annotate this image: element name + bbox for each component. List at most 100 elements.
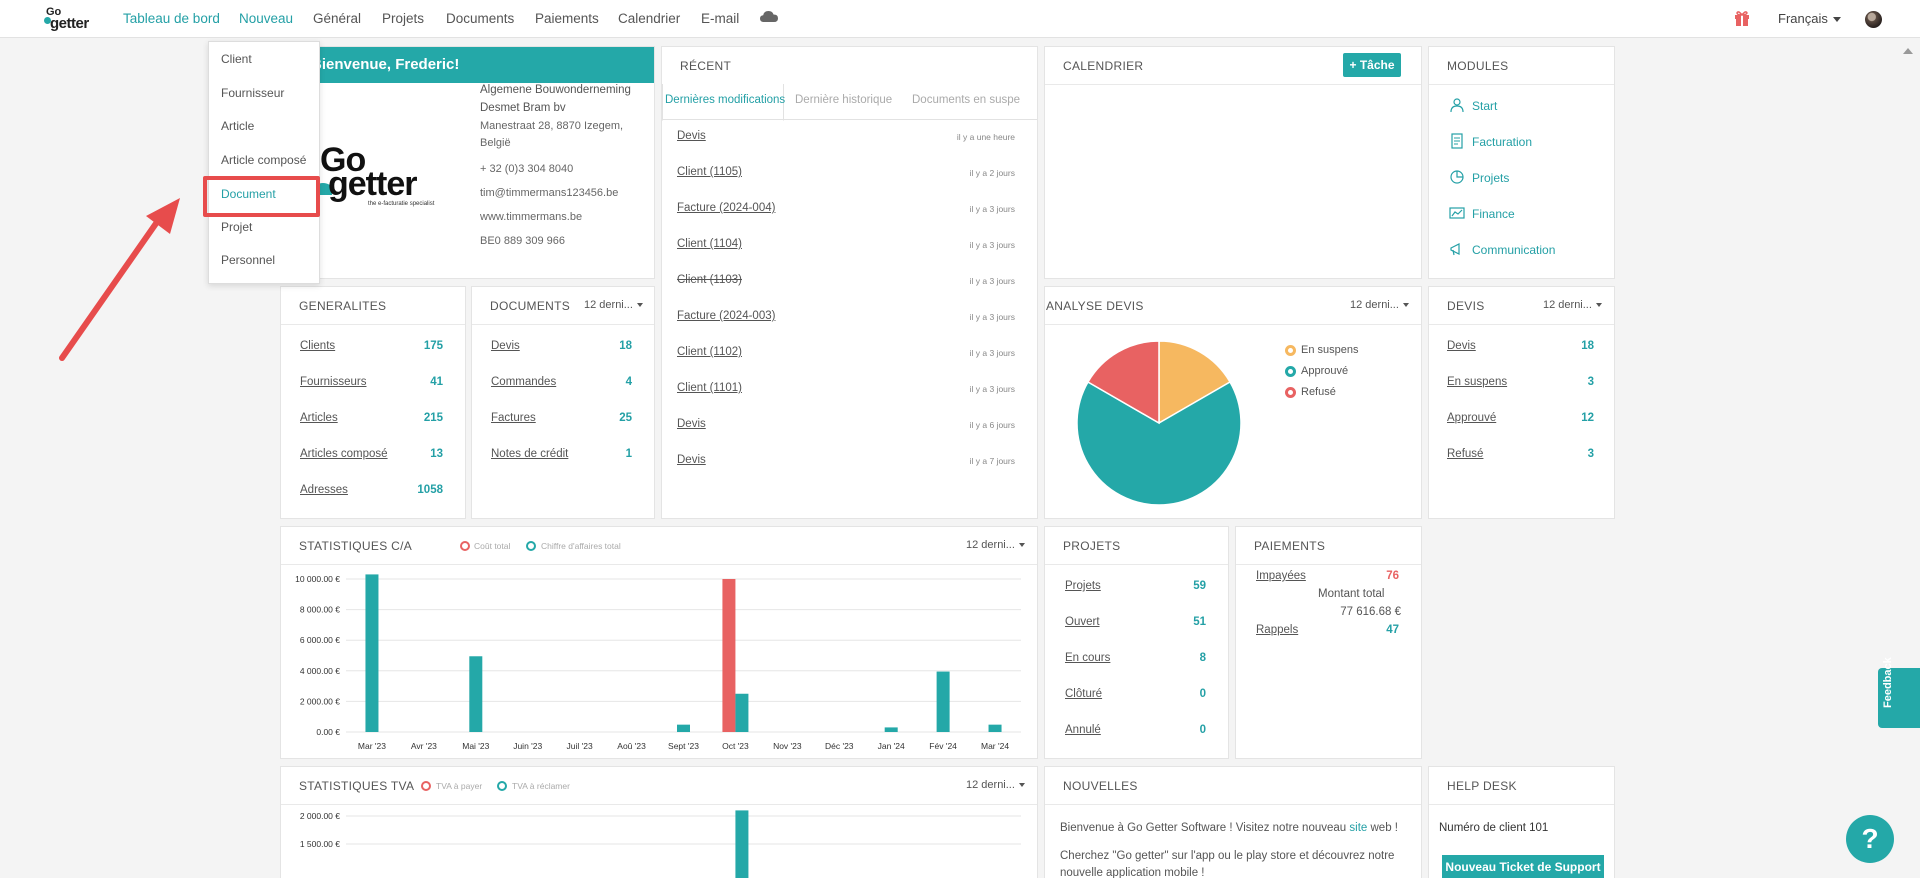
menu-item-article-compose[interactable]: Article composé (221, 153, 307, 167)
nav-paiements[interactable]: Paiements (535, 11, 599, 26)
legend-tva-reclamer-label: TVA à réclamer (512, 781, 570, 791)
menu-item-projet[interactable]: Projet (221, 220, 253, 234)
bar-chiffre (677, 724, 690, 732)
scroll-up-icon[interactable] (1903, 48, 1913, 54)
stat-row-label[interactable]: Factures (491, 412, 536, 424)
paiements-title: PAIEMENTS (1254, 539, 1326, 553)
recent-item[interactable]: Devis (677, 418, 706, 430)
highlight-box (203, 176, 320, 217)
legend-ca-label: Chiffre d'affaires total (541, 541, 621, 551)
recent-item[interactable]: Devis (677, 454, 706, 466)
language-selector[interactable]: Français (1778, 11, 1841, 26)
stat-tva-period-select[interactable]: 12 derni... (966, 779, 1025, 791)
stat-row-value: 1 (625, 448, 632, 460)
devis-card: DEVIS 12 derni... Devis 18 En suspens 3 … (1428, 286, 1615, 519)
tab-documents-en-suspens[interactable]: Documents en suspe (912, 94, 1021, 106)
stat-row-label[interactable]: Approuvé (1447, 412, 1497, 424)
tab-dernieres-modifications[interactable]: Dernières modifications (665, 94, 786, 106)
stat-row-label[interactable]: Articles composé (300, 448, 388, 460)
menu-item-fournisseur[interactable]: Fournisseur (221, 86, 285, 100)
legend-tva-payer-label: TVA à payer (436, 781, 483, 791)
recent-item[interactable]: Client (1103) (677, 274, 742, 286)
legend-cout-dot (460, 541, 470, 551)
stat-row-label[interactable]: Commandes (491, 376, 557, 388)
stat-ca-period-select[interactable]: 12 derni... (966, 539, 1025, 551)
stat-row-label[interactable]: Clients (300, 340, 336, 352)
stat-row-label[interactable]: Clôturé (1065, 688, 1103, 700)
x-tick-label: Sept '23 (668, 741, 699, 751)
documents-card: DOCUMENTS 12 derni... Devis 18 Commandes… (471, 286, 655, 519)
x-tick-label: Aoû '23 (617, 741, 646, 751)
company-address-line2: België (480, 137, 511, 149)
nav-nouveau[interactable]: Nouveau (239, 11, 294, 26)
analyse-devis-pie-chart (1076, 340, 1242, 506)
stat-row-label[interactable]: Annulé (1065, 724, 1101, 736)
welcome-title: Bienvenue, Frederic! (281, 47, 654, 83)
stat-row-label[interactable]: En suspens (1447, 376, 1508, 388)
devis-period-select[interactable]: 12 derni... (1543, 299, 1602, 311)
bar-chiffre (365, 574, 379, 732)
analyse-period-select[interactable]: 12 derni... (1350, 299, 1409, 311)
avatar[interactable] (1865, 11, 1882, 28)
nav-tableau-de-bord[interactable]: Tableau de bord (123, 11, 220, 26)
menu-item-document[interactable]: Document (221, 187, 276, 201)
legend-en-suspens-dot (1285, 345, 1296, 356)
recent-item[interactable]: Facture (2024-003) (677, 310, 776, 322)
menu-item-article[interactable]: Article (221, 119, 255, 133)
recent-title: RÉCENT (680, 59, 732, 73)
stat-row-value: 59 (1193, 580, 1206, 592)
help-button[interactable]: ? (1846, 815, 1894, 863)
site-link[interactable]: site (1349, 822, 1368, 834)
helpdesk-title: HELP DESK (1447, 779, 1517, 793)
gift-icon[interactable] (1734, 10, 1750, 26)
nouveau-dropdown-menu: Client Fournisseur Article Article compo… (208, 41, 320, 284)
stat-row-label[interactable]: Devis (1447, 340, 1476, 352)
app-logo[interactable]: Go getter (44, 7, 102, 31)
stat-row-label[interactable]: En cours (1065, 652, 1111, 664)
rappels-label[interactable]: Rappels (1256, 624, 1299, 636)
modules-title: MODULES (1447, 59, 1509, 73)
impayees-label[interactable]: Impayées (1256, 570, 1306, 582)
nav-calendrier[interactable]: Calendrier (618, 11, 681, 26)
stat-row-label[interactable]: Adresses (300, 484, 348, 496)
x-tick-label: Nov '23 (773, 741, 802, 751)
megaphone-icon (1450, 243, 1460, 256)
nav-general[interactable]: Général (313, 11, 362, 26)
stat-row-label[interactable]: Ouvert (1065, 616, 1100, 628)
stat-row-label[interactable]: Articles (300, 412, 338, 424)
stat-row-label[interactable]: Projets (1065, 580, 1101, 592)
stat-row-label[interactable]: Devis (491, 340, 520, 352)
logo-go: Go (46, 6, 62, 18)
invoice-icon (1451, 133, 1463, 149)
nav-projets[interactable]: Projets (382, 11, 425, 26)
recent-item[interactable]: Facture (2024-004) (677, 202, 776, 214)
tab-derniere-historique[interactable]: Dernière historique (795, 94, 893, 106)
stat-row-label[interactable]: Fournisseurs (300, 376, 367, 388)
documents-period-select[interactable]: 12 derni... (584, 299, 643, 311)
recent-item[interactable]: Client (1102) (677, 346, 742, 358)
recent-item[interactable]: Client (1101) (677, 382, 742, 394)
nav-email[interactable]: E-mail (701, 11, 740, 26)
feedback-tab[interactable]: Feedback (1878, 657, 1920, 728)
period-label: 12 derni... (966, 539, 1015, 551)
add-task-button[interactable]: + Tâche (1343, 53, 1401, 77)
nav-documents[interactable]: Documents (446, 11, 515, 26)
new-support-ticket-button[interactable]: Nouveau Ticket de Support (1442, 855, 1604, 878)
stat-row-label[interactable]: Refusé (1447, 448, 1484, 460)
devis-title: DEVIS (1447, 299, 1485, 313)
stat-row-value: 12 (1581, 412, 1594, 424)
recent-item[interactable]: Devis (677, 130, 706, 142)
x-tick-label: Fév '24 (929, 741, 957, 751)
recent-item[interactable]: Client (1105) (677, 166, 742, 178)
stat-row-value: 0 (1199, 724, 1206, 736)
bar-tva-reclamer (735, 810, 749, 878)
menu-item-personnel[interactable]: Personnel (221, 253, 276, 267)
x-tick-label: Oct '23 (722, 741, 749, 751)
modules-card: MODULES Start Facturation Projets Financ… (1428, 46, 1615, 279)
recent-item[interactable]: Client (1104) (677, 238, 742, 250)
montant-total-value: 77 616.68 € (1340, 606, 1401, 618)
cloud-icon[interactable] (760, 10, 778, 23)
menu-item-client[interactable]: Client (221, 52, 252, 66)
stat-row-label[interactable]: Notes de crédit (491, 448, 569, 460)
analyse-devis-title: ANALYSE DEVIS (1046, 299, 1144, 313)
